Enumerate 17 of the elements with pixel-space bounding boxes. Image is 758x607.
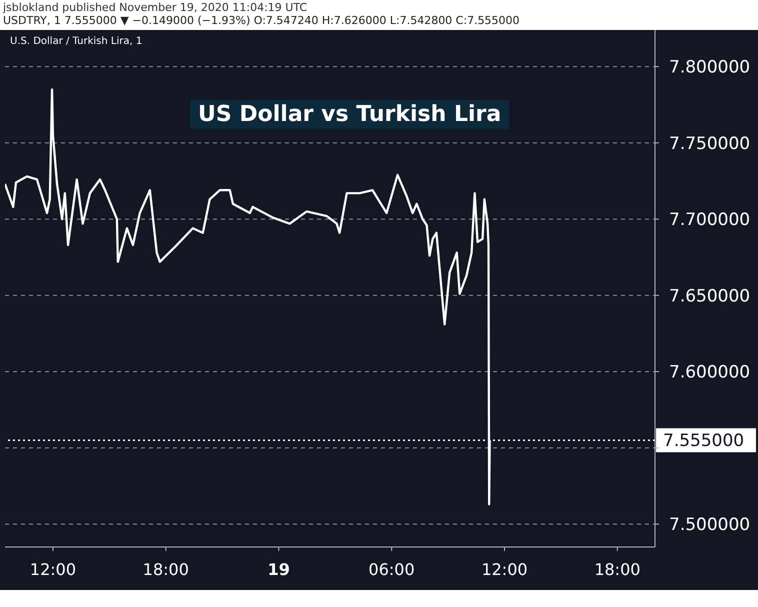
y-tick-label: 7.750000 [669, 134, 750, 154]
y-tick-label: 7.500000 [669, 515, 750, 536]
x-tick-label: 12:00 [30, 560, 76, 579]
x-tick-label: 18:00 [594, 560, 640, 579]
x-tick-label: 18:00 [142, 560, 189, 579]
x-tick-label: 19 [268, 560, 290, 579]
y-tick-label: 7.700000 [669, 210, 750, 230]
text: USDTRY, 1 7.555000 ▼ −0.149000 (−1.93%) O:7.547240 H:7.626000 L:7.542800 C:7.555000 [3, 14, 520, 27]
x-tick-label: 12:00 [481, 560, 528, 579]
ref-line-label: 7.555000 [663, 431, 744, 452]
y-tick-label: 7.800000 [669, 58, 750, 78]
annotation: U.S. Dollar / Turkish Lira, 1 [10, 36, 142, 47]
text: jsblokland published November 19, 2020 11:04:19 UTC [3, 1, 308, 14]
x-tick-label: 06:00 [368, 560, 415, 579]
text: US Dollar vs Turkish Lira [190, 100, 510, 129]
y-tick-label: 7.650000 [669, 286, 750, 306]
y-tick-label: 7.600000 [669, 362, 750, 383]
